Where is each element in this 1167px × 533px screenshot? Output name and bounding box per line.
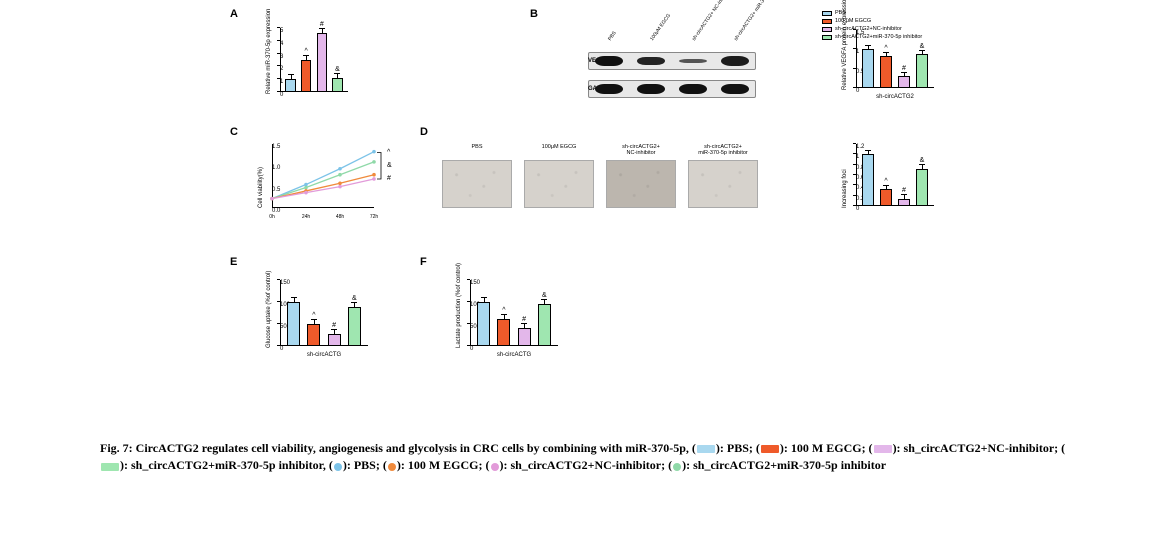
bar	[880, 189, 892, 206]
panel-b-blot: PBS100μM EGCGsh-circACTG2+ NC-inhibitors…	[550, 14, 770, 106]
bar	[307, 324, 320, 346]
bar	[301, 60, 311, 92]
bar	[348, 307, 361, 346]
panel-d-chart: 00.20.40.60.811.2Increasing foci^#&	[838, 138, 938, 216]
panel-b-label: B	[530, 8, 538, 20]
bar	[880, 56, 892, 88]
panel-f-chart: 050100150Lactate production (%of control…	[452, 274, 562, 356]
bar	[317, 33, 327, 92]
bar	[862, 49, 874, 88]
bar	[916, 169, 928, 206]
bar	[328, 334, 341, 346]
bar	[916, 54, 928, 88]
panel-a-chart: 012345Relative miR-370-5p expression^#&	[262, 22, 352, 102]
panel-a-label: A	[230, 8, 238, 20]
panel-b-legend: PBS100 μM EGCGsh-circACTG2+NC-inhibitors…	[822, 10, 922, 43]
bar	[477, 302, 490, 346]
bar	[332, 78, 342, 92]
figure-caption: Fig. 7: CircACTG2 regulates cell viabili…	[100, 440, 1070, 475]
panel-c-chart: 0.00.51.01.5Cell viability(%)0h24h48h72h…	[252, 138, 392, 220]
bar	[287, 302, 300, 346]
bar	[862, 154, 874, 206]
figure-area: A 012345Relative miR-370-5p expression^#…	[170, 8, 990, 428]
panel-e-chart: 050100150Glucose uptake (%of control)^#&…	[262, 274, 372, 356]
bar	[497, 319, 510, 346]
bar	[285, 79, 295, 92]
panel-d-micrographs: PBS100μM EGCGsh-circACTG2+NC-inhibitorsh…	[442, 144, 772, 218]
panel-c-label: C	[230, 126, 238, 138]
panel-e-label: E	[230, 256, 237, 268]
bar	[538, 304, 551, 346]
bar	[518, 328, 531, 346]
bar	[898, 76, 910, 88]
panel-d-label: D	[420, 126, 428, 138]
bar	[898, 199, 910, 206]
panel-f-label: F	[420, 256, 427, 268]
